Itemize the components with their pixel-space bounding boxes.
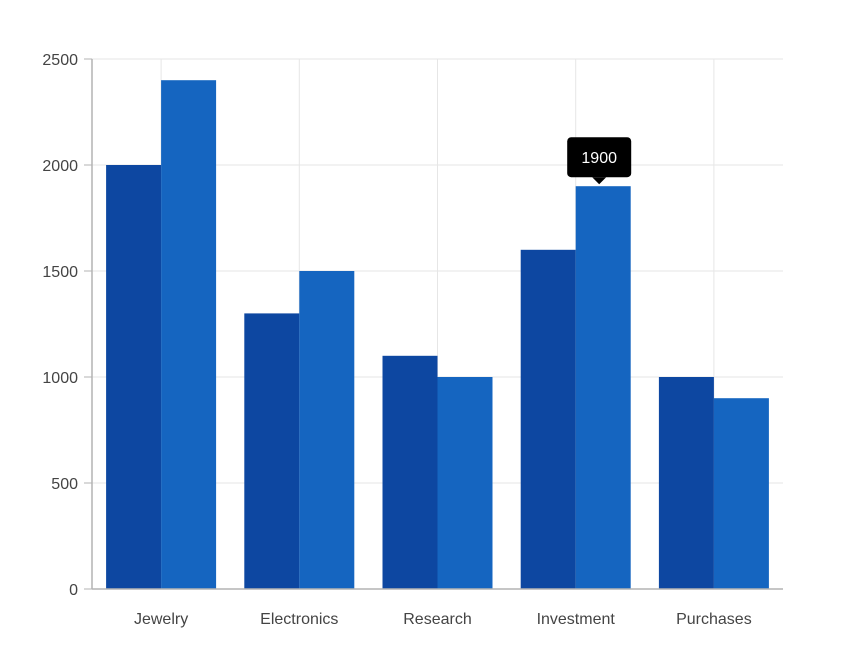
y-tick-label: 0 bbox=[69, 582, 78, 599]
x-tick-label: Electronics bbox=[260, 611, 338, 628]
bar[interactable] bbox=[520, 249, 576, 590]
x-tick-label: Jewelry bbox=[134, 611, 188, 628]
tooltip-value: 1900 bbox=[581, 150, 617, 167]
bar[interactable] bbox=[106, 165, 162, 589]
bar[interactable] bbox=[575, 186, 631, 589]
tooltip-box bbox=[567, 137, 632, 178]
axes bbox=[84, 58, 783, 590]
bar[interactable] bbox=[437, 377, 493, 589]
y-tick-label: 2500 bbox=[42, 52, 78, 69]
y-tick-label: 500 bbox=[51, 476, 78, 493]
bar[interactable] bbox=[713, 398, 769, 589]
bars bbox=[106, 80, 769, 590]
bar[interactable] bbox=[244, 313, 300, 589]
x-tick-labels: Jewelry Electronics Research Investment Purc… bbox=[134, 611, 752, 628]
y-tick-label: 2000 bbox=[42, 158, 78, 175]
tooltip-pointer bbox=[592, 177, 607, 185]
x-tick-label: Purchases bbox=[676, 611, 752, 628]
y-tick-labels: 0 500 1000 1500 2000 2500 bbox=[42, 52, 78, 599]
bar[interactable] bbox=[382, 355, 438, 589]
tooltip: 1900 bbox=[567, 137, 632, 185]
y-tick-label: 1000 bbox=[42, 370, 78, 387]
x-tick-label: Investment bbox=[537, 611, 616, 628]
x-tick-label: Research bbox=[403, 611, 471, 628]
bar[interactable] bbox=[161, 80, 217, 589]
y-tick-label: 1500 bbox=[42, 264, 78, 281]
bar[interactable] bbox=[299, 271, 355, 589]
bar[interactable] bbox=[658, 377, 714, 589]
